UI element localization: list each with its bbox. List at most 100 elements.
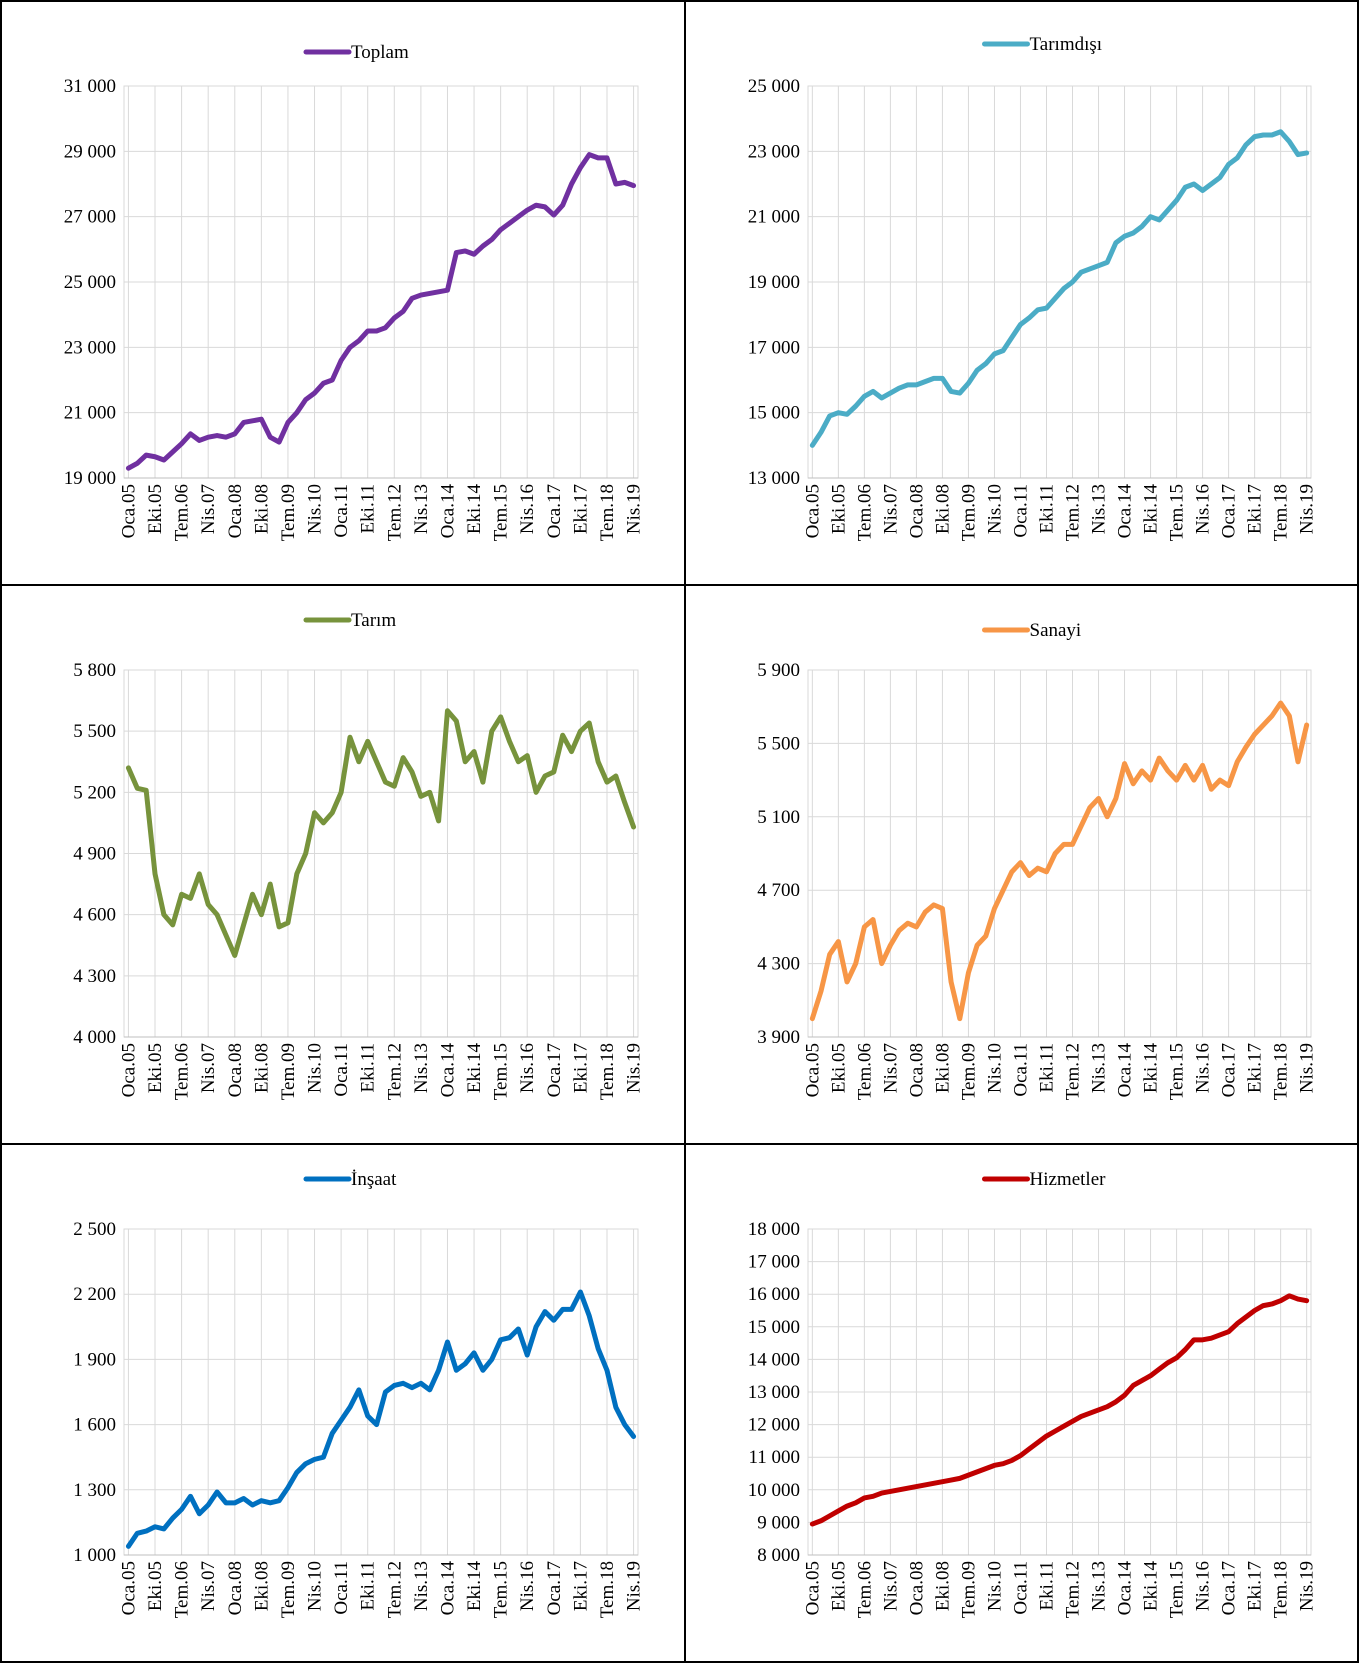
x-tick-label: Tem.18 (597, 484, 618, 541)
y-tick-label: 5 900 (757, 660, 800, 681)
x-tick-label: Oca.17 (1219, 1561, 1240, 1615)
line-chart: 4 000 4 300 4 600 4 900 5 200 5 500 5 800 Oca.0… (73, 610, 645, 1100)
x-tick-label: Tem.12 (384, 484, 405, 541)
x-tick-label: Oca.14 (1115, 484, 1136, 539)
x-tick-label: Oca.08 (225, 1561, 246, 1615)
x-tick-label: Tem.09 (958, 1043, 979, 1100)
x-tick-label: Tem.18 (1271, 484, 1292, 541)
x-tick-label: Eki.08 (932, 1561, 953, 1611)
x-tick-label: Eki.17 (1245, 484, 1266, 534)
x-tick-label: Tem.09 (958, 484, 979, 541)
x-tick-label: Nis.19 (1297, 484, 1318, 534)
x-tick-label: Nis.16 (1193, 1561, 1214, 1611)
x-tick-label: Eki.17 (1245, 1561, 1266, 1611)
x-tick-label: Tem.15 (491, 1561, 512, 1618)
x-tick-label: Eki.08 (251, 1043, 272, 1093)
y-tick-label: 14 000 (748, 1349, 800, 1370)
x-tick-label: Tem.09 (278, 484, 299, 541)
x-tick-label: Eki.05 (145, 1561, 166, 1611)
x-tick-label: Eki.11 (1036, 484, 1057, 533)
y-tick-label: 8 000 (757, 1545, 800, 1566)
series-line (125, 708, 637, 958)
x-tick-label: Tem.18 (597, 1561, 618, 1618)
chart-cell: 19 000 21 000 23 000 25 000 27 000 29 000 31 0… (1, 1, 685, 585)
x-tick-label: Nis.10 (305, 1561, 326, 1611)
x-tick-label: Eki.14 (464, 1561, 485, 1612)
x-tick-label: Nis.16 (517, 1043, 538, 1093)
y-tick-label: 18 000 (748, 1219, 800, 1240)
x-tick-label: Oca.05 (118, 484, 139, 538)
x-tick-label: Oca.08 (906, 484, 927, 538)
y-tick-label: 9 000 (757, 1512, 800, 1533)
x-tick-label: Oca.14 (437, 1043, 458, 1098)
x-tick-label: Tem.18 (597, 1043, 618, 1100)
x-tick-label: Nis.13 (411, 484, 432, 534)
y-tick-label: 23 000 (64, 337, 116, 358)
y-tick-label: 5 500 (757, 733, 800, 754)
y-tick-label: 1 000 (73, 1545, 116, 1566)
x-tick-label: Eki.14 (464, 1043, 485, 1094)
y-tick-label: 16 000 (748, 1284, 800, 1305)
x-tick-label: Tem.18 (1271, 1561, 1292, 1618)
series-line (125, 152, 637, 471)
x-tick-label: Oca.11 (331, 484, 352, 538)
legend-label: Hizmetler (1030, 1169, 1107, 1190)
x-tick-label: Oca.11 (331, 1561, 352, 1615)
x-tick-label: Eki.11 (1036, 1561, 1057, 1610)
x-tick-label: Nis.13 (1089, 1561, 1110, 1611)
x-tick-label: Oca.14 (1115, 1043, 1136, 1098)
chart-cell: 13 000 15 000 17 000 19 000 21 000 23 000 25 0… (685, 1, 1358, 585)
x-tick-label: Tem.12 (384, 1043, 405, 1100)
y-tick-label: 5 100 (757, 807, 800, 828)
x-tick-label: Eki.11 (1036, 1043, 1057, 1092)
x-tick-label: Nis.19 (1297, 1043, 1318, 1093)
x-tick-label: Tem.09 (278, 1043, 299, 1100)
y-tick-label: 5 500 (73, 721, 116, 742)
x-tick-label: Oca.11 (1010, 1561, 1031, 1615)
y-tick-label: 21 000 (748, 207, 800, 228)
chart-cell: 1 000 1 300 1 600 1 900 2 200 2 500 Oca.05 Eki.… (1, 1144, 685, 1662)
y-tick-label: 17 000 (748, 337, 800, 358)
x-tick-label: Eki.11 (358, 484, 379, 533)
x-tick-label: Tem.12 (1063, 1561, 1084, 1618)
x-tick-label: Oca.17 (544, 484, 565, 538)
x-tick-label: Eki.05 (828, 1043, 849, 1093)
y-tick-label: 13 000 (748, 1382, 800, 1403)
y-tick-label: 5 800 (73, 660, 116, 681)
x-tick-label: Nis.07 (880, 1561, 901, 1611)
x-tick-label: Tem.12 (1063, 1043, 1084, 1100)
x-tick-label: Eki.14 (1141, 484, 1162, 535)
x-tick-label: Eki.05 (145, 1043, 166, 1093)
y-tick-label: 10 000 (748, 1480, 800, 1501)
x-tick-label: Eki.14 (1141, 1561, 1162, 1612)
x-tick-label: Nis.19 (624, 1561, 645, 1611)
x-tick-label: Nis.16 (1193, 1043, 1214, 1093)
y-tick-label: 12 000 (748, 1415, 800, 1436)
y-tick-label: 3 900 (757, 1027, 800, 1048)
x-tick-label: Nis.07 (198, 1043, 219, 1093)
chart-cell: 4 000 4 300 4 600 4 900 5 200 5 500 5 800 Oca.0… (1, 585, 685, 1144)
x-tick-label: Nis.19 (624, 1043, 645, 1093)
x-tick-label: Oca.05 (802, 484, 823, 538)
x-tick-label: Tem.06 (172, 484, 193, 541)
x-tick-label: Oca.14 (437, 484, 458, 539)
x-tick-label: Tem.12 (1063, 484, 1084, 541)
x-tick-label: Oca.17 (544, 1561, 565, 1615)
y-tick-label: 1 300 (73, 1480, 116, 1501)
y-tick-label: 4 700 (757, 880, 800, 901)
x-tick-label: Eki.11 (358, 1561, 379, 1610)
legend-label: Tarım (351, 610, 396, 631)
y-tick-label: 15 000 (748, 1317, 800, 1338)
x-tick-label: Tem.09 (278, 1561, 299, 1618)
x-tick-label: Oca.08 (906, 1043, 927, 1097)
x-tick-label: Nis.13 (411, 1043, 432, 1093)
y-tick-label: 19 000 (64, 468, 116, 489)
x-tick-label: Tem.06 (172, 1043, 193, 1100)
x-tick-label: Nis.10 (984, 1043, 1005, 1093)
line-chart: 1 000 1 300 1 600 1 900 2 200 2 500 Oca.05 Eki.… (73, 1169, 645, 1618)
x-tick-label: Eki.08 (251, 1561, 272, 1611)
y-tick-label: 4 300 (757, 954, 800, 975)
y-tick-label: 1 600 (73, 1415, 116, 1436)
x-tick-label: Eki.08 (932, 1043, 953, 1093)
chart-cell: 3 900 4 300 4 700 5 100 5 500 5 900 Oca.05 Eki.… (685, 585, 1358, 1144)
